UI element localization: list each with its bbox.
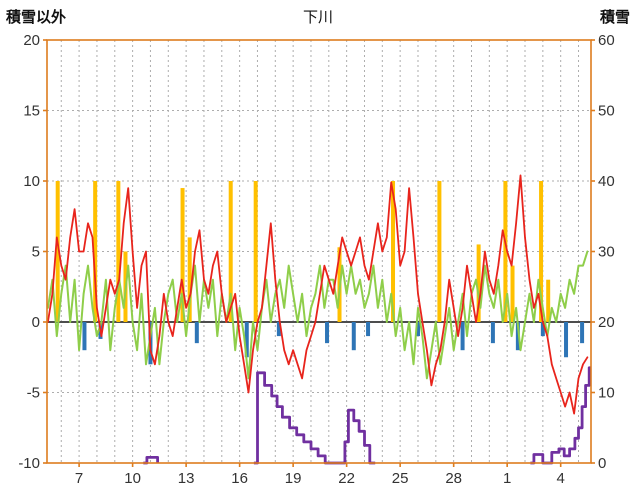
svg-text:13: 13 bbox=[178, 470, 195, 487]
svg-text:20: 20 bbox=[23, 32, 40, 49]
svg-text:22: 22 bbox=[338, 470, 355, 487]
svg-text:16: 16 bbox=[231, 470, 248, 487]
svg-text:4: 4 bbox=[557, 470, 565, 487]
svg-text:60: 60 bbox=[598, 32, 615, 49]
svg-text:10: 10 bbox=[124, 470, 141, 487]
svg-text:5: 5 bbox=[32, 244, 40, 261]
svg-text:-5: -5 bbox=[27, 385, 40, 402]
svg-text:-10: -10 bbox=[18, 455, 40, 472]
svg-text:30: 30 bbox=[598, 244, 615, 261]
svg-text:50: 50 bbox=[598, 103, 615, 120]
svg-text:7: 7 bbox=[75, 470, 83, 487]
svg-text:19: 19 bbox=[285, 470, 302, 487]
svg-text:0: 0 bbox=[598, 455, 606, 472]
svg-text:40: 40 bbox=[598, 173, 615, 190]
svg-text:1: 1 bbox=[503, 470, 511, 487]
left-axis-title: 積雪以外 bbox=[6, 9, 67, 26]
svg-text:10: 10 bbox=[23, 173, 40, 190]
svg-text:28: 28 bbox=[445, 470, 462, 487]
right-axis-title: 積雪 bbox=[599, 9, 630, 26]
svg-text:25: 25 bbox=[392, 470, 409, 487]
svg-text:20: 20 bbox=[598, 314, 615, 331]
svg-text:15: 15 bbox=[23, 103, 40, 120]
svg-text:0: 0 bbox=[32, 314, 40, 331]
chart-title: 下川 bbox=[302, 9, 333, 26]
svg-text:10: 10 bbox=[598, 385, 615, 402]
